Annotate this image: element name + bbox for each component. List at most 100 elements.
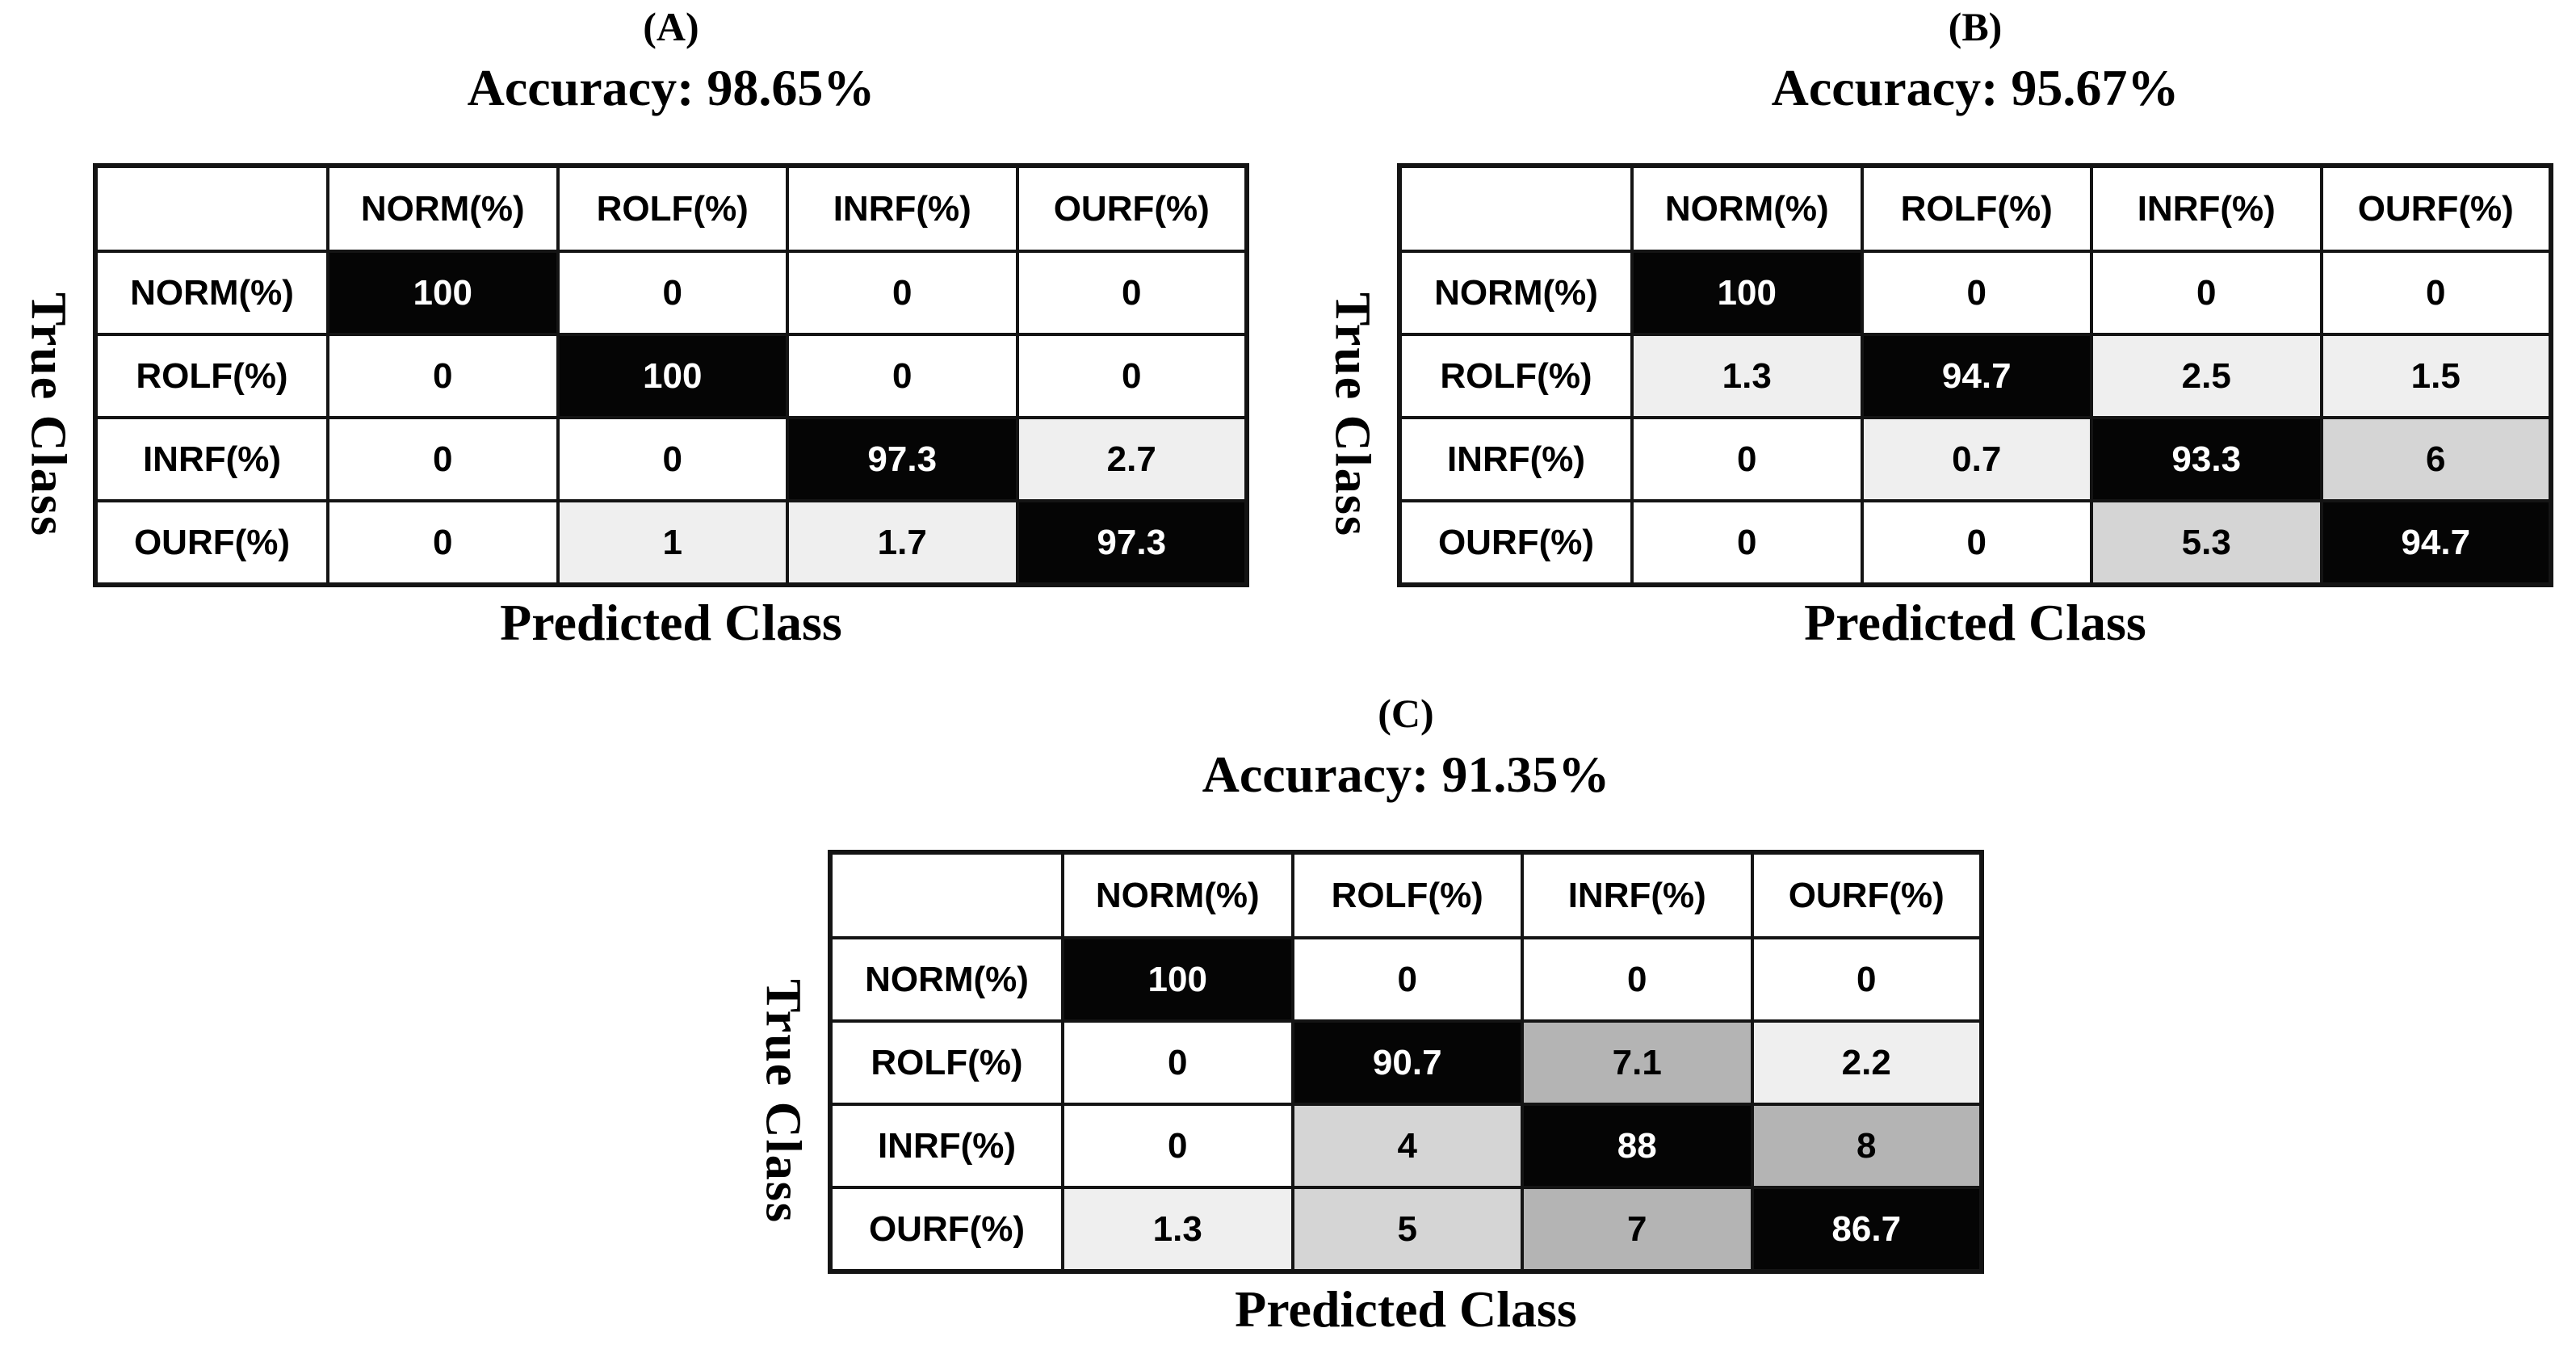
panel-b-label: (B) xyxy=(1948,4,2003,49)
row-header: NORM(%) xyxy=(829,936,1064,1023)
column-header: OURF(%) xyxy=(2319,164,2553,253)
corner-cell xyxy=(1398,164,1634,253)
matrix-cell: 97.3 xyxy=(786,416,1019,502)
matrix-cell: 0.7 xyxy=(1860,416,2093,502)
panel-a-label: (A) xyxy=(643,4,699,49)
matrix-cell: 0 xyxy=(2090,250,2323,336)
matrix-cell: 1 xyxy=(556,499,789,586)
column-header: NORM(%) xyxy=(1630,164,1864,253)
row-header: ROLF(%) xyxy=(829,1019,1064,1106)
matrix-cell: 1.5 xyxy=(2319,333,2553,419)
matrix-cell: 4 xyxy=(1290,1103,1524,1189)
row-header: OURF(%) xyxy=(1398,499,1634,586)
matrix-cell: 0 xyxy=(1015,333,1248,419)
matrix-cell: 2.7 xyxy=(1015,416,1248,502)
matrix-cell: 0 xyxy=(1521,936,1754,1023)
matrix-cell: 0 xyxy=(556,416,789,502)
matrix-cell: 0 xyxy=(786,333,1019,419)
matrix-row: INRF(%) 0 0.7 93.3 6 xyxy=(1398,416,2553,502)
row-header: INRF(%) xyxy=(1398,416,1634,502)
column-header-row: NORM(%) ROLF(%) INRF(%) OURF(%) xyxy=(1398,164,2553,253)
matrix-cell: 0 xyxy=(326,333,560,419)
matrix-row: OURF(%) 1.3 5 7 86.7 xyxy=(829,1186,1983,1273)
column-header: ROLF(%) xyxy=(1290,851,1524,939)
matrix-cell: 90.7 xyxy=(1290,1019,1524,1106)
matrix-cell: 0 xyxy=(556,250,789,336)
matrix-cell: 100 xyxy=(556,333,789,419)
column-header: NORM(%) xyxy=(1061,851,1294,939)
row-header: OURF(%) xyxy=(94,499,329,586)
matrix-cell: 100 xyxy=(1061,936,1294,1023)
confusion-matrix-a: NORM(%) ROLF(%) INRF(%) OURF(%) NORM(%) 100 0 0… xyxy=(93,163,1249,587)
matrix-row: ROLF(%) 0 100 0 0 xyxy=(94,333,1248,419)
row-header: NORM(%) xyxy=(1398,250,1634,336)
matrix-cell: 0 xyxy=(1860,499,2093,586)
confusion-matrix-c: NORM(%) ROLF(%) INRF(%) OURF(%) NORM(%) 100 0 0… xyxy=(828,850,1984,1274)
panel-b-x-axis-label: Predicted Class xyxy=(1804,594,2146,651)
matrix-cell: 0 xyxy=(1630,416,1864,502)
column-header: INRF(%) xyxy=(786,164,1019,253)
matrix-row: ROLF(%) 1.3 94.7 2.5 1.5 xyxy=(1398,333,2553,419)
panel-c-y-axis-label: True Class xyxy=(755,979,811,1225)
panel-a-y-axis-label: True Class xyxy=(20,292,76,538)
matrix-row: OURF(%) 0 1 1.7 97.3 xyxy=(94,499,1248,586)
matrix-cell: 8 xyxy=(1750,1103,1983,1189)
matrix-cell: 2.2 xyxy=(1750,1019,1983,1106)
matrix-cell: 97.3 xyxy=(1015,499,1248,586)
matrix-cell: 0 xyxy=(1061,1019,1294,1106)
matrix-row: ROLF(%) 0 90.7 7.1 2.2 xyxy=(829,1019,1983,1106)
panel-a-x-axis-label: Predicted Class xyxy=(500,594,842,651)
matrix-cell: 7 xyxy=(1521,1186,1754,1273)
column-header: INRF(%) xyxy=(1521,851,1754,939)
panel-b-y-axis-label: True Class xyxy=(1324,292,1380,538)
column-header: NORM(%) xyxy=(326,164,560,253)
panel-b-accuracy-title: Accuracy: 95.67% xyxy=(1771,59,2180,116)
row-header: INRF(%) xyxy=(94,416,329,502)
column-header-row: NORM(%) ROLF(%) INRF(%) OURF(%) xyxy=(94,164,1248,253)
matrix-cell: 5.3 xyxy=(2090,499,2323,586)
row-header: ROLF(%) xyxy=(94,333,329,419)
matrix-row: OURF(%) 0 0 5.3 94.7 xyxy=(1398,499,2553,586)
matrix-row: NORM(%) 100 0 0 0 xyxy=(94,250,1248,336)
matrix-cell: 93.3 xyxy=(2090,416,2323,502)
matrix-cell: 0 xyxy=(1630,499,1864,586)
matrix-cell: 0 xyxy=(326,416,560,502)
row-header: ROLF(%) xyxy=(1398,333,1634,419)
column-header: OURF(%) xyxy=(1015,164,1248,253)
matrix-cell: 0 xyxy=(1750,936,1983,1023)
matrix-row: INRF(%) 0 0 97.3 2.7 xyxy=(94,416,1248,502)
matrix-cell: 1.3 xyxy=(1630,333,1864,419)
matrix-row: NORM(%) 100 0 0 0 xyxy=(1398,250,2553,336)
corner-cell xyxy=(94,164,329,253)
matrix-cell: 1.7 xyxy=(786,499,1019,586)
matrix-cell: 6 xyxy=(2319,416,2553,502)
matrix-cell: 0 xyxy=(1015,250,1248,336)
matrix-row: INRF(%) 0 4 88 8 xyxy=(829,1103,1983,1189)
column-header: OURF(%) xyxy=(1750,851,1983,939)
matrix-cell: 2.5 xyxy=(2090,333,2323,419)
matrix-cell: 0 xyxy=(1290,936,1524,1023)
row-header: OURF(%) xyxy=(829,1186,1064,1273)
matrix-cell: 0 xyxy=(786,250,1019,336)
panel-c-label: (C) xyxy=(1378,691,1434,736)
column-header: ROLF(%) xyxy=(556,164,789,253)
column-header: INRF(%) xyxy=(2090,164,2323,253)
matrix-cell: 88 xyxy=(1521,1103,1754,1189)
panel-a-accuracy-title: Accuracy: 98.65% xyxy=(467,59,875,116)
matrix-cell: 5 xyxy=(1290,1186,1524,1273)
matrix-row: NORM(%) 100 0 0 0 xyxy=(829,936,1983,1023)
panel-c-x-axis-label: Predicted Class xyxy=(1235,1280,1577,1338)
panel-c-accuracy-title: Accuracy: 91.35% xyxy=(1202,746,1610,803)
matrix-cell: 0 xyxy=(2319,250,2553,336)
matrix-cell: 100 xyxy=(1630,250,1864,336)
matrix-cell: 7.1 xyxy=(1521,1019,1754,1106)
matrix-cell: 94.7 xyxy=(2319,499,2553,586)
column-header: ROLF(%) xyxy=(1860,164,2093,253)
row-header: INRF(%) xyxy=(829,1103,1064,1189)
matrix-cell: 86.7 xyxy=(1750,1186,1983,1273)
row-header: NORM(%) xyxy=(94,250,329,336)
matrix-cell: 94.7 xyxy=(1860,333,2093,419)
matrix-cell: 0 xyxy=(326,499,560,586)
matrix-cell: 0 xyxy=(1061,1103,1294,1189)
